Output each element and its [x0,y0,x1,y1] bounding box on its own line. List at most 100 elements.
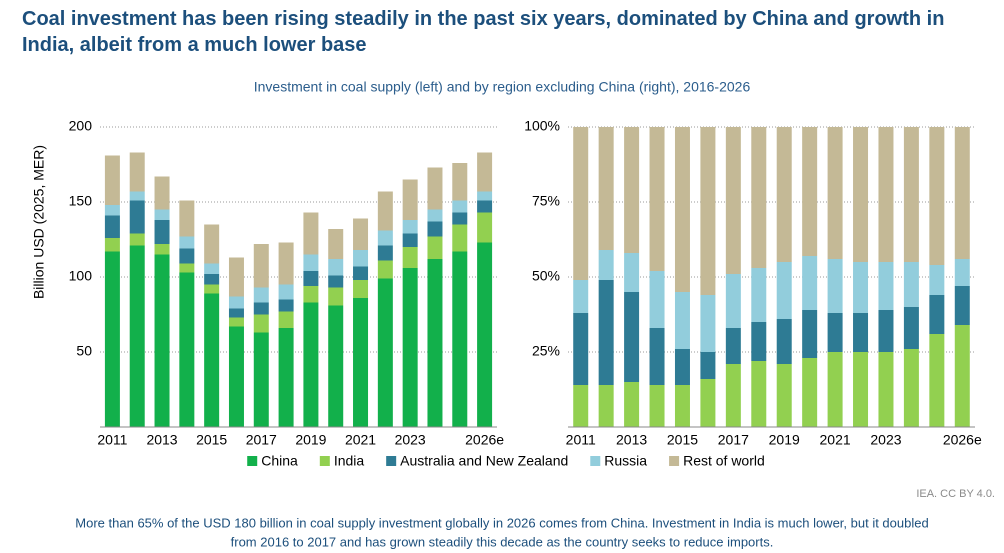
bar-segment [674,385,690,427]
bar-segment [377,260,393,279]
bar-segment [402,179,418,220]
bar-segment [278,242,294,285]
bar-segment [154,254,170,427]
legend-swatch [386,456,397,466]
bar-segment [104,251,120,427]
bar-segment [802,256,818,310]
bar-segment [624,382,640,427]
bar-segment [377,245,393,261]
bar-segment [452,200,468,213]
bar-segment [802,310,818,358]
legend-label: India [334,453,365,469]
bar-segment [328,229,344,259]
bar-segment [624,127,640,253]
y-tick-label: 100 [69,268,93,284]
bar-segment [827,259,843,313]
bar-segment [353,218,369,250]
x-tick-label: 2019 [769,432,800,448]
bar-segment [253,332,269,427]
bar-segment [278,328,294,427]
bar-segment [303,254,319,271]
bar-segment [402,247,418,268]
x-tick-label: 2011 [566,432,596,448]
bar-segment [573,385,589,427]
bar-segment [303,271,319,286]
caption: More than 65% of the USD 180 billion in … [75,515,928,530]
bar-segment [725,364,741,427]
bar-segment [674,127,690,292]
bar-segment [674,349,690,385]
bar-segment [328,287,344,306]
bar-segment [179,236,195,249]
bar-segment [253,302,269,315]
bar-segment [598,250,614,280]
x-tick-label: 2013 [146,432,177,448]
bar-segment [903,262,919,307]
bar-segment [700,127,716,295]
title: Coal investment has been rising steadily… [22,8,945,56]
bar-segment [751,361,767,427]
bar-segment [427,209,443,222]
bar-segment [452,212,468,225]
bar-segment [353,250,369,267]
legend-swatch [590,456,601,466]
bar-segment [853,127,869,262]
bar-segment [477,212,493,243]
bar-segment [104,155,120,205]
bar-segment [477,242,493,427]
bar-segment [929,334,945,427]
bar-segment [204,274,220,285]
bar-segment [228,257,244,297]
caption: from 2016 to 2017 and has grown steadily… [231,534,774,549]
x-tick-label: 2017 [246,432,277,448]
legend-swatch [669,456,680,466]
bar-segment [104,215,120,238]
x-tick-label: 2021 [345,432,376,448]
bar-segment [253,287,269,303]
bar-segment [649,385,665,427]
bar-segment [377,278,393,427]
bar-segment [452,224,468,252]
bar-segment [129,200,145,234]
x-tick-label: 2019 [295,432,326,448]
bar-segment [954,325,970,427]
bar-segment [377,230,393,246]
bar-segment [802,127,818,256]
y-tick-label: 50% [532,268,560,284]
bar-segment [353,280,369,298]
y-tick-label: 75% [532,193,560,209]
bar-segment [573,127,589,280]
x-tick-label: 2011 [97,432,127,448]
bar-segment [353,266,369,280]
bar-segment [827,352,843,427]
bar-segment [228,308,244,318]
bar-segment [573,280,589,313]
bar-segment [477,200,493,213]
bar-segment [303,286,319,303]
legend-swatch [319,456,330,466]
legend-label: Russia [604,453,647,469]
bar-segment [129,191,145,201]
x-tick-label: 2015 [196,432,227,448]
bar-segment [700,352,716,379]
bar-segment [377,191,393,231]
bar-segment [725,127,741,274]
bar-segment [104,238,120,252]
bar-segment [649,271,665,328]
bar-segment [452,251,468,427]
x-tick-label: 2023 [870,432,901,448]
bar-segment [878,310,894,352]
y-axis-label: Billion USD (2025, MER) [31,145,47,299]
legend-label: Australia and New Zealand [400,453,568,469]
bar-segment [827,127,843,259]
bar-segment [278,299,294,312]
bar-segment [903,127,919,262]
bar-segment [228,317,244,327]
bar-segment [204,293,220,427]
bar-segment [253,244,269,288]
bar-segment [725,328,741,364]
bar-segment [802,358,818,427]
bar-segment [129,245,145,427]
bar-segment [427,221,443,237]
